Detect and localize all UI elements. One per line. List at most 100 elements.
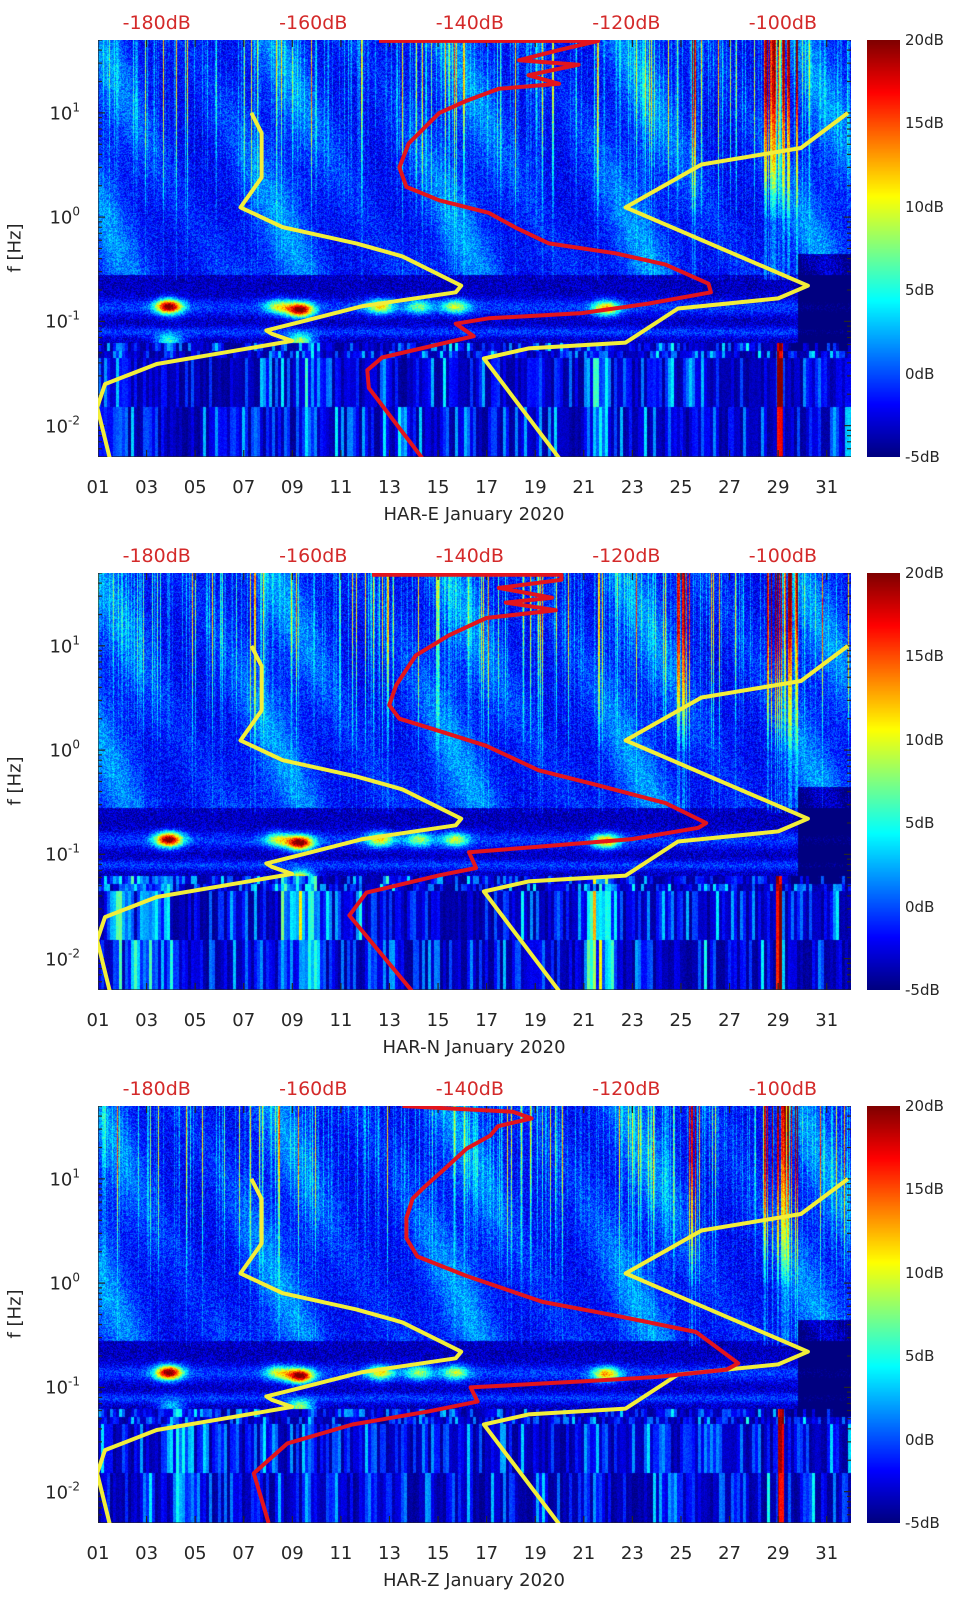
- x-tick-label: 01: [86, 1543, 110, 1564]
- y-tick-exponent: 1: [72, 633, 80, 648]
- x-tick-label: 29: [766, 1010, 790, 1031]
- x-tick-label: 31: [815, 1543, 839, 1564]
- top-axis-db-label: -160dB: [279, 12, 348, 34]
- y-tick-base: 10: [49, 1273, 73, 1295]
- colorbar-tick-label: -5dB: [905, 1514, 940, 1532]
- colorbar-tick-label: 15dB: [905, 114, 944, 133]
- y-tick-base: 10: [45, 844, 69, 866]
- y-tick-exponent: 1: [72, 100, 80, 115]
- colorbar-tick-label: 5dB: [905, 281, 935, 300]
- x-tick-label: 23: [620, 1543, 644, 1564]
- low-noise-model-line: [98, 644, 464, 990]
- y-tick-base: 10: [49, 1169, 73, 1191]
- x-tick-label: 23: [620, 477, 644, 498]
- x-tick-label: 05: [183, 1010, 207, 1031]
- colorbar-tick-label: 20dB: [905, 564, 944, 582]
- high-noise-model-line: [481, 111, 850, 457]
- x-tick-label: 07: [232, 1010, 256, 1031]
- x-tick-label: 09: [280, 1543, 304, 1564]
- spectrogram-plot-area: [98, 573, 851, 990]
- y-tick-exponent: 0: [72, 1270, 80, 1285]
- y-tick-base: 10: [45, 416, 69, 438]
- x-tick-label: 25: [669, 1010, 693, 1031]
- y-tick-exponent: -2: [68, 1479, 80, 1494]
- x-tick-label: 25: [669, 477, 693, 498]
- x-tick-label: 19: [523, 1010, 547, 1031]
- y-tick-label: 101: [49, 1166, 80, 1191]
- y-tick-base: 10: [49, 636, 73, 658]
- top-axis-db-label: -100dB: [748, 1078, 817, 1100]
- y-tick-label: 10-2: [45, 1479, 80, 1503]
- top-axis-db-label: -180dB: [122, 545, 191, 567]
- top-axis-db-label: -100dB: [748, 545, 817, 567]
- median-psd-line: [347, 573, 709, 990]
- y-tick-base: 10: [45, 311, 69, 333]
- x-tick-label: 01: [86, 1010, 110, 1031]
- top-axis-db-label: -120dB: [592, 1078, 661, 1100]
- median-psd-line: [365, 40, 713, 457]
- x-tick-label: 21: [572, 477, 596, 498]
- top-axis-db-label: -140dB: [435, 1078, 504, 1100]
- x-tick-label: 09: [280, 1010, 304, 1031]
- x-tick-label: 11: [329, 1543, 353, 1564]
- y-tick-label: 10-2: [45, 413, 80, 438]
- colorbar-tick-label: 10dB: [905, 197, 944, 216]
- y-tick-label: 10-1: [45, 1374, 80, 1399]
- spectrogram-panel: -180dB -160dB -140dB -120dB -100dB 01 03 05 07 09…: [0, 0, 962, 533]
- x-tick-label: 23: [620, 1010, 644, 1031]
- x-tick-label: 29: [766, 477, 790, 498]
- y-tick-exponent: -2: [68, 946, 80, 961]
- y-axis-label: f [Hz]: [4, 1289, 26, 1339]
- plot-overlay: [98, 573, 851, 990]
- x-tick-label: 13: [378, 1543, 401, 1564]
- colorbar-tick-label: -5dB: [905, 981, 940, 999]
- x-tick-label: 19: [523, 1543, 547, 1564]
- colorbar-tick-label: 0dB: [905, 1430, 935, 1449]
- top-axis-db-label: -180dB: [122, 12, 191, 34]
- x-tick-label: 15: [426, 1010, 450, 1031]
- y-axis-label: f [Hz]: [4, 756, 26, 806]
- top-axis-db-label: -120dB: [592, 12, 661, 34]
- colorbar-tick-label: 15dB: [905, 1180, 944, 1199]
- x-tick-label: 31: [815, 1010, 839, 1031]
- y-tick-label: 101: [49, 633, 80, 658]
- x-tick-label: 13: [378, 1010, 401, 1031]
- colorbar-tick-label: 5dB: [905, 1347, 935, 1366]
- x-tick-label: 03: [135, 1010, 159, 1031]
- y-axis-label: f [Hz]: [4, 223, 26, 273]
- x-tick-label: 07: [232, 1543, 256, 1564]
- y-tick-exponent: 1: [72, 1166, 80, 1181]
- y-tick-label: 10-1: [45, 309, 80, 333]
- x-tick-label: 27: [718, 1543, 741, 1564]
- x-tick-label: 03: [135, 1543, 159, 1564]
- x-axis-label: HAR-E January 2020: [383, 504, 565, 525]
- x-tick-label: 19: [523, 477, 547, 498]
- x-tick-label: 31: [815, 477, 839, 498]
- colorbar-tick-label: 10dB: [905, 730, 944, 749]
- y-tick-base: 10: [49, 740, 73, 762]
- colorbar-tick-label: 15dB: [905, 647, 944, 666]
- x-axis-label: HAR-N January 2020: [382, 1037, 566, 1058]
- x-tick-label: 27: [718, 1010, 741, 1031]
- y-tick-base: 10: [49, 103, 73, 125]
- top-axis-db-label: -160dB: [279, 545, 348, 567]
- high-noise-model-line: [481, 644, 850, 990]
- x-tick-label: 03: [135, 477, 159, 498]
- x-tick-label: 21: [572, 1543, 596, 1564]
- top-axis-db-label: -140dB: [435, 12, 504, 34]
- colorbar: [867, 573, 900, 990]
- top-axis-db-label: -100dB: [748, 12, 817, 34]
- y-tick-label: 100: [49, 1270, 80, 1295]
- y-tick-base: 10: [49, 207, 73, 229]
- y-tick-exponent: -2: [68, 413, 80, 428]
- median-psd-line: [251, 1106, 741, 1523]
- x-axis-label: HAR-Z January 2020: [383, 1570, 565, 1591]
- y-tick-exponent: -1: [68, 1374, 80, 1389]
- x-tick-label: 15: [426, 477, 450, 498]
- spectrogram-plot-area: [98, 40, 851, 457]
- colorbar-tick-label: 0dB: [905, 897, 935, 916]
- top-axis-db-label: -160dB: [279, 1078, 348, 1100]
- colorbar-tick-label: 5dB: [905, 814, 935, 833]
- spectrogram-plot-area: [98, 1106, 851, 1523]
- y-tick-label: 101: [49, 100, 80, 125]
